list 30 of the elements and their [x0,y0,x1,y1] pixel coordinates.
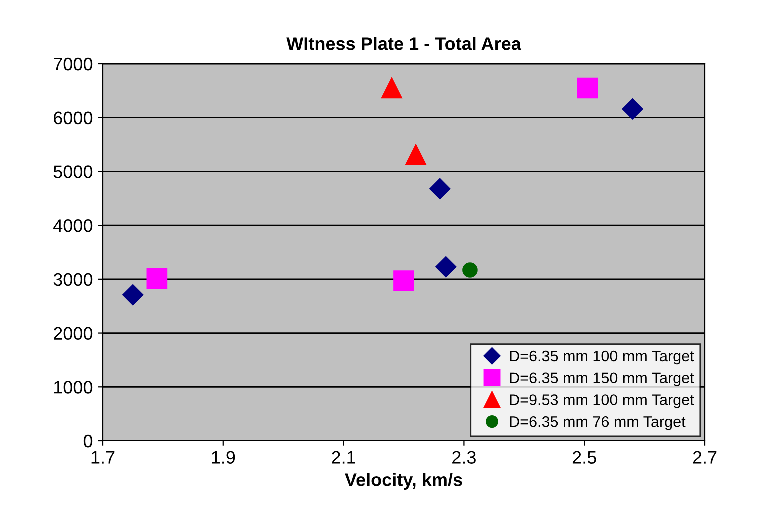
y-tick-label: 1000 [54,381,93,394]
legend-label: D=9.53 mm 100 mm Target [510,394,694,408]
point [394,270,414,292]
y-tick-label: 0 [84,434,93,448]
point [622,98,644,120]
point [430,178,451,200]
y-tick-label: 2000 [54,327,93,340]
x-axis-title: Velocity, km/s [345,473,462,490]
x-tick-label: 2.3 [452,451,476,464]
point [146,268,168,290]
point [122,284,144,306]
x-tick-label: 1.9 [212,451,236,464]
chart-title: WItness Plate 1 - Total Area [286,37,522,50]
point [406,144,426,166]
point [462,262,478,278]
x-tick-label: 1.7 [92,451,115,464]
legend-label: D=6.35 mm 100 mm Target [510,350,694,365]
x-tick-label: 2.5 [572,451,596,464]
x-tick-label: 2.1 [332,451,356,464]
y-tick-label: 7000 [54,58,93,71]
y-tick-label: 6000 [54,112,93,125]
point [577,78,598,99]
legend-label: D=6.35 mm 150 mm Target [510,372,694,387]
y-tick-label: 4000 [54,220,93,232]
y-tick-label: 3000 [54,273,93,286]
point [436,256,457,278]
x-tick-label: 2.7 [693,451,717,464]
legend-label: D=6.35 mm 76 mm Target [510,416,686,430]
y-tick-label: 5000 [54,166,93,178]
point [382,78,402,99]
